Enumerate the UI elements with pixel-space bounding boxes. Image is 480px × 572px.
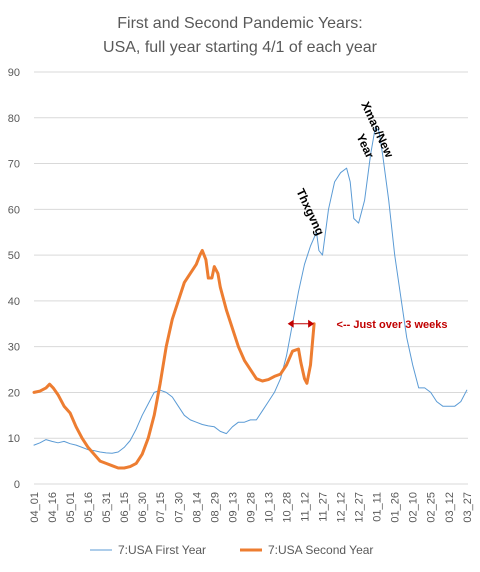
bracket-arrow-left [287, 319, 294, 328]
x-tick-label: 02_25 [426, 492, 438, 523]
x-tick-label: 01_11 [372, 492, 384, 522]
y-tick-label: 60 [8, 204, 20, 216]
series-line [32, 249, 316, 470]
series-lines [32, 126, 468, 470]
x-tick-label: 12_12 [336, 492, 348, 523]
y-tick-label: 70 [8, 159, 20, 171]
annotation: <-- Just over 3 weeks [337, 319, 448, 331]
x-tick-label: 09_13 [227, 492, 239, 523]
x-tick-label: 08_29 [209, 492, 221, 523]
x-tick-label: 07_15 [155, 492, 167, 523]
y-tick-label: 40 [8, 296, 20, 308]
x-tick-label: 04_01 [29, 492, 41, 523]
x-tick-label: 10_13 [263, 492, 275, 523]
x-tick-label: 09_28 [245, 492, 257, 523]
chart-title-line: USA, full year starting 4/1 of each year [103, 39, 378, 56]
x-tick-label: 05_16 [83, 492, 95, 523]
y-tick-label: 10 [8, 433, 20, 445]
x-tick-label: 01_26 [390, 492, 402, 523]
legend-label: 7:USA First Year [118, 543, 206, 557]
y-axis-ticks: 0 10 20 30 40 50 60 70 80 90 [8, 67, 20, 491]
annotation: Thxgvng [293, 186, 327, 237]
x-tick-label: 08_14 [191, 492, 203, 523]
x-axis-ticks: 04_01 04_16 05_01 05_16 05_31 06_15 06_30 07_15… [29, 492, 474, 523]
x-tick-label: 05_01 [65, 492, 77, 523]
x-tick-label: 06_30 [137, 492, 149, 523]
bracket-arrow-right [308, 319, 315, 328]
chart-title-line: First and Second Pandemic Years: [117, 15, 362, 32]
x-tick-label: 06_15 [119, 492, 131, 523]
x-tick-label: 10_28 [281, 492, 293, 523]
y-tick-label: 20 [8, 387, 20, 399]
gridlines [34, 71, 468, 485]
x-tick-label: 04_16 [47, 492, 59, 523]
x-tick-label: 05_31 [101, 492, 113, 523]
y-tick-label: 0 [14, 479, 20, 491]
legend: 7:USA First Year 7:USA Second Year [90, 543, 373, 557]
x-tick-label: 03_27 [462, 492, 474, 523]
x-tick-label: 07_30 [173, 492, 185, 523]
y-tick-label: 80 [8, 113, 20, 125]
y-tick-label: 30 [8, 342, 20, 354]
y-tick-label: 50 [8, 250, 20, 262]
x-tick-label: 02_10 [408, 492, 420, 523]
legend-label: 7:USA Second Year [268, 543, 373, 557]
series-line [33, 126, 468, 454]
x-tick-label: 03_12 [444, 492, 456, 523]
chart-title: First and Second Pandemic Years: USA, ful… [103, 15, 378, 56]
x-tick-label: 11_27 [318, 492, 330, 522]
y-tick-label: 90 [8, 67, 20, 79]
x-tick-label: 11_12 [299, 492, 311, 522]
x-tick-label: 12_27 [354, 492, 366, 523]
